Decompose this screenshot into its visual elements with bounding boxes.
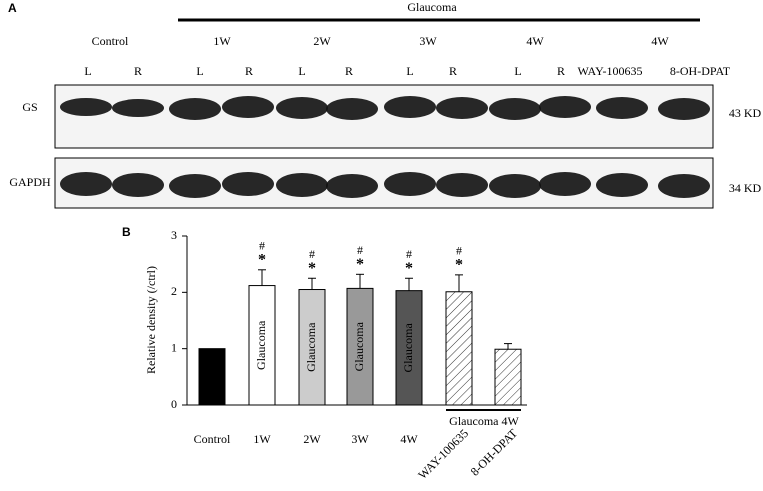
lane-label: L — [514, 64, 521, 78]
blot-band — [489, 174, 541, 198]
lane-label: WAY-100635 — [578, 64, 643, 78]
blot-band — [658, 174, 710, 198]
blot-size: 34 KD — [729, 181, 762, 195]
lane-label: 8-OH-DPAT — [670, 64, 731, 78]
blot-band — [276, 173, 328, 197]
hash-mark: # — [357, 243, 363, 257]
panel-label: B — [122, 225, 131, 239]
bar — [248, 285, 276, 406]
y-axis-label: Relative density (/ctrl) — [144, 266, 158, 374]
star-mark: * — [356, 256, 364, 273]
lane-label: R — [449, 64, 457, 78]
group-label: Glaucoma 4W — [449, 414, 519, 428]
lane-label: L — [406, 64, 413, 78]
blot-band — [489, 98, 541, 120]
blot-band — [222, 172, 274, 196]
blot-band — [539, 96, 591, 118]
blot-band — [169, 174, 221, 198]
hash-mark: # — [456, 244, 462, 258]
bar — [198, 348, 226, 406]
bar — [445, 291, 473, 406]
header: Glaucoma — [407, 0, 457, 14]
blot-band — [658, 98, 710, 120]
y-tick-label: 2 — [171, 284, 177, 298]
blot-band — [112, 173, 164, 197]
x-tick-label: Control — [194, 432, 231, 446]
blot-band — [60, 172, 112, 196]
x-tick-label: 4W — [400, 432, 418, 446]
group-label: 4W — [526, 34, 544, 48]
group-label: Control — [92, 34, 129, 48]
star-mark: * — [455, 257, 463, 274]
blot-name: GS — [22, 100, 37, 114]
x-tick-label: 2W — [303, 432, 321, 446]
star-mark: * — [308, 260, 316, 277]
bar — [395, 290, 423, 406]
blot-size: 43 KD — [729, 106, 762, 120]
lane-label: R — [557, 64, 565, 78]
bar — [346, 287, 374, 406]
star-mark: * — [258, 251, 266, 268]
bar-label: Glaucoma — [401, 322, 415, 372]
group-label: 2W — [313, 34, 331, 48]
bar-label: Glaucoma — [352, 321, 366, 371]
blot-band — [112, 99, 164, 117]
x-tick-label: 3W — [351, 432, 369, 446]
star-mark: * — [405, 260, 413, 277]
blot-band — [60, 98, 112, 116]
blot-band — [169, 98, 221, 120]
group-label: 1W — [213, 34, 231, 48]
hash-mark: # — [259, 239, 265, 253]
lane-label: L — [298, 64, 305, 78]
blot-band — [436, 97, 488, 119]
blot-band — [326, 174, 378, 198]
x-tick-label: 8-OH-DPAT — [468, 426, 521, 479]
y-tick-label: 0 — [171, 397, 177, 411]
blot-band — [222, 96, 274, 118]
blot-band — [384, 172, 436, 196]
x-tick-label: WAY-100635 — [415, 426, 471, 482]
blot-band — [539, 172, 591, 196]
lane-label: L — [196, 64, 203, 78]
blot-band — [596, 173, 648, 197]
bar-label: Glaucoma — [254, 320, 268, 370]
group-label: 3W — [419, 34, 437, 48]
blot-name: GAPDH — [9, 175, 51, 189]
bar-label: Glaucoma — [304, 322, 318, 372]
hash-mark: # — [309, 247, 315, 261]
blot-band — [384, 96, 436, 118]
lane-label: R — [245, 64, 253, 78]
bar — [298, 289, 326, 406]
bar — [494, 348, 522, 406]
hash-mark: # — [406, 247, 412, 261]
blot-gs — [54, 84, 714, 149]
y-tick-label: 3 — [171, 228, 177, 242]
lane-label: R — [134, 64, 142, 78]
y-tick-label: 1 — [171, 340, 177, 354]
blot-band — [596, 97, 648, 119]
x-tick-label: 1W — [253, 432, 271, 446]
panel-label: A — [8, 1, 17, 15]
group-label: 4W — [651, 34, 669, 48]
blot-band — [276, 97, 328, 119]
blot-band — [436, 173, 488, 197]
blot-band — [326, 98, 378, 120]
lane-label: R — [345, 64, 353, 78]
lane-label: L — [84, 64, 91, 78]
